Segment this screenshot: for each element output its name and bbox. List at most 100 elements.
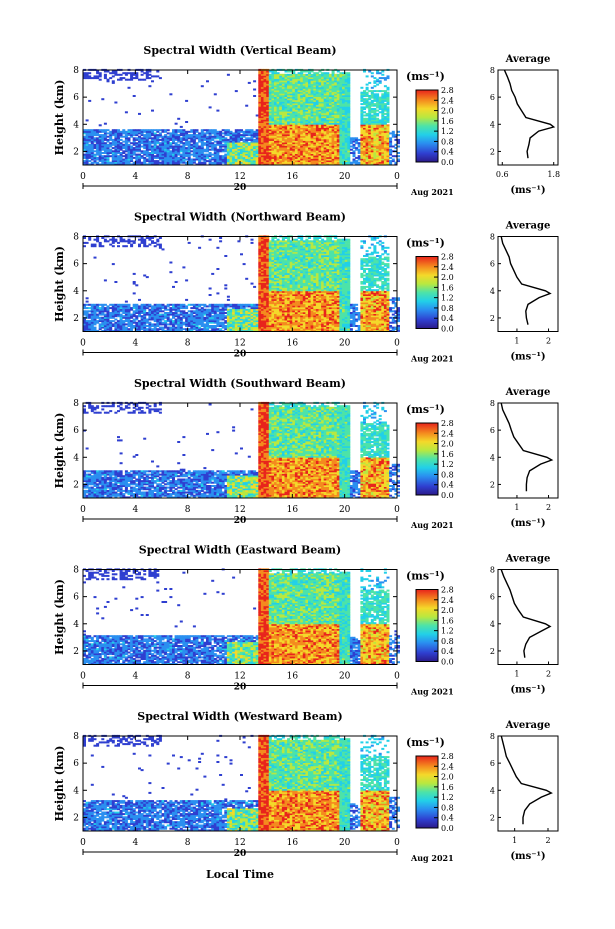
heatmap-cell [111, 147, 115, 150]
heatmap-cell [179, 155, 183, 158]
heatmap-cell [344, 85, 348, 88]
heatmap-cell [145, 305, 149, 308]
heatmap-cell [386, 99, 390, 102]
heatmap-cell [347, 135, 351, 138]
heatmap-cell [386, 75, 390, 78]
heatmap-cell [260, 103, 264, 106]
heatmap-cell [211, 145, 215, 148]
heatmap-cell [378, 103, 382, 106]
heatmap-cell [260, 83, 264, 86]
heatmap-cell [148, 315, 152, 318]
heatmap-cell [339, 90, 343, 93]
heatmap-cell [329, 142, 332, 145]
heatmap-cell [289, 86, 293, 89]
heatmap-cell [88, 135, 92, 138]
heatmap-cell [287, 70, 291, 73]
heatmap-cell [313, 114, 317, 117]
heatmap-cell [119, 130, 123, 133]
heatmap-cell [98, 153, 102, 156]
heatmap-cell [360, 96, 364, 99]
heatmap-cell [96, 240, 100, 243]
heatmap-cell [300, 114, 304, 117]
heatmap-cell [130, 135, 134, 138]
heatmap-cell [274, 99, 277, 102]
heatmap-cell [143, 328, 147, 331]
heatmap-cell [148, 152, 152, 154]
heatmap-cell [122, 163, 126, 166]
heatmap-cell [370, 125, 374, 128]
heatmap-cell [397, 155, 400, 158]
heatmap-cell [114, 163, 118, 166]
heatmap-cell [132, 140, 136, 143]
heatmap-cell [308, 150, 311, 153]
heatmap-cell [187, 158, 191, 161]
heatmap-cell [124, 134, 128, 137]
heatmap-cell [310, 134, 314, 137]
heatmap-cell [169, 163, 173, 166]
heatmap-cell [138, 137, 141, 140]
heatmap-cell [323, 135, 327, 138]
heatmap-cell [219, 138, 223, 141]
heatmap-cell [83, 241, 86, 244]
heatmap-cell [122, 329, 126, 332]
heatmap-cell [122, 152, 126, 154]
heatmap-cell [363, 163, 366, 166]
heatmap-cell [156, 137, 160, 140]
heatmap-cell [161, 148, 165, 151]
heatmap-cell [145, 313, 149, 316]
heatmap-cell [135, 143, 139, 146]
heatmap-cell [263, 73, 267, 76]
heatmap-cell [352, 147, 356, 150]
heatmap-cell [111, 240, 115, 243]
heatmap-cell [389, 160, 393, 163]
heatmap-cell [271, 91, 275, 94]
heatmap-cell [195, 148, 199, 151]
heatmap-cell [360, 95, 364, 97]
heatmap-cell [284, 147, 288, 150]
heatmap-cell [347, 138, 351, 141]
heatmap-cell [151, 158, 154, 161]
heatmap-cell [263, 140, 267, 143]
heatmap-cell [297, 75, 301, 78]
heatmap-cell [219, 163, 223, 166]
heatmap-cell [376, 148, 380, 151]
heatmap-cell [334, 96, 338, 99]
heatmap-cell [365, 130, 369, 133]
heatmap-cell [305, 140, 309, 143]
heatmap-cell [336, 124, 340, 127]
heatmap-cell [294, 81, 298, 84]
heatmap-cell [300, 111, 304, 114]
heatmap-cell [347, 86, 351, 89]
heatmap-cell [187, 130, 191, 133]
heatmap-cell [276, 86, 280, 89]
heatmap-cell [294, 99, 298, 102]
heatmap-cell [365, 99, 369, 102]
heatmap-cell [287, 132, 291, 135]
heatmap-cell [226, 156, 230, 159]
heatmap-cell [279, 114, 283, 117]
heatmap-cell [347, 145, 351, 148]
heatmap-cell [124, 300, 128, 303]
average-frame [497, 69, 559, 166]
heatmap-cell [276, 106, 280, 109]
heatmap-cell [138, 163, 141, 166]
heatmap-cell [148, 321, 152, 324]
heatmap-cell [240, 130, 243, 133]
heatmap-cell [266, 135, 270, 138]
heatmap-cell [103, 70, 107, 73]
heatmap-cell [360, 150, 364, 153]
heatmap-cell [174, 145, 178, 148]
heatmap-cell [281, 90, 285, 93]
heatmap-cell [276, 98, 280, 101]
heatmap-cell [318, 122, 322, 125]
heatmap-cell [229, 161, 233, 164]
heatmap-cell [148, 153, 152, 156]
heatmap-cell [153, 245, 157, 248]
heatmap-cell [258, 142, 262, 145]
heatmap-cell [90, 316, 94, 319]
heatmap-cell [339, 117, 343, 120]
heatmap-cell [376, 156, 380, 159]
heatmap-cell [169, 303, 173, 306]
heatmap-cell [326, 138, 330, 141]
heatmap-cell [216, 137, 220, 140]
